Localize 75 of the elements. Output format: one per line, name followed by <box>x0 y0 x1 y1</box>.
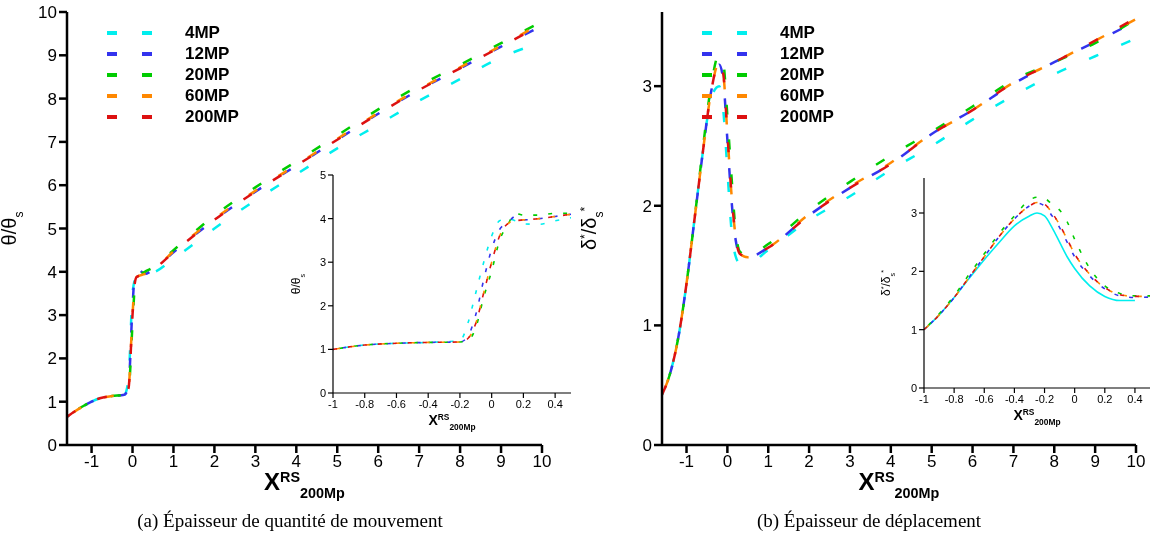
x-tick-label: -0.8 <box>355 397 375 410</box>
x-tick-label: 5 <box>926 452 937 472</box>
y-tick-label: 4 <box>319 212 326 225</box>
y-tick-label: 2 <box>910 265 917 278</box>
legend-label: 60MP <box>185 85 230 106</box>
x-tick-label: -1 <box>919 392 929 405</box>
x-tick-label: 0 <box>722 452 733 472</box>
y-tick-label: 0 <box>910 381 917 394</box>
y-tick-label: 3 <box>910 206 917 219</box>
x-tick-label: 2 <box>209 452 220 472</box>
x-tick-label: 4 <box>291 452 302 472</box>
y-tick-label: 7 <box>47 132 57 152</box>
x-tick-label: 10 <box>532 452 552 472</box>
x-tick-label: -0.2 <box>450 397 470 410</box>
x-tick-label: -1 <box>84 452 100 472</box>
legend-label: 12MP <box>780 43 825 64</box>
text: (a) Épaisseur de quantité de mouvement <box>136 510 444 532</box>
x-tick-label: 7 <box>1008 452 1019 472</box>
y-tick-label: 3 <box>47 306 57 326</box>
x-tick-label: 0.4 <box>547 397 563 410</box>
x-tick-label: 6 <box>373 452 383 472</box>
y-tick-label: 1 <box>319 343 326 356</box>
y-tick-label: 0 <box>642 436 652 456</box>
legend-label: 200MP <box>185 106 239 127</box>
legend-label: 60MP <box>780 85 825 106</box>
x-tick-label: -0.4 <box>1004 392 1024 405</box>
x-tick-label: -1 <box>328 397 338 410</box>
x-tick-label: 8 <box>455 452 465 472</box>
x-tick-label: 2 <box>804 452 814 472</box>
x-tick-label: 0 <box>127 452 138 472</box>
y-tick-label: 5 <box>47 219 57 239</box>
y-tick-label: 1 <box>642 316 652 336</box>
y-tick-label: 6 <box>47 176 57 196</box>
legend-label: 20MP <box>185 64 230 85</box>
x-tick-label: 10 <box>1126 452 1146 472</box>
x-tick-label: 0 <box>488 397 495 410</box>
x-tick-label: -1 <box>678 452 695 472</box>
x-tick-label: 0.2 <box>515 397 532 410</box>
x-tick-label: -0.6 <box>974 392 994 405</box>
x-tick-label: 1 <box>168 452 179 472</box>
x-tick-label: 9 <box>1090 452 1100 472</box>
y-tick-label: 2 <box>642 196 652 216</box>
x-tick-label: -0.2 <box>1035 392 1055 405</box>
y-tick-label: 2 <box>47 349 57 369</box>
x-tick-label: 4 <box>886 452 896 472</box>
y-tick-label: 10 <box>38 3 57 23</box>
x-tick-label: 9 <box>496 452 506 472</box>
y-tick-label: 2 <box>319 299 326 312</box>
x-tick-label: 6 <box>967 452 978 472</box>
x-tick-label: -0.6 <box>386 397 406 410</box>
legend-label: 200MP <box>780 106 834 127</box>
x-tick-label: 1 <box>763 452 773 472</box>
legend-label: 4MP <box>185 22 220 43</box>
x-tick-label: 7 <box>414 452 424 472</box>
y-tick-label: 3 <box>642 77 652 97</box>
legend-label: 4MP <box>780 22 815 43</box>
legend-label: 12MP <box>185 43 230 64</box>
x-tick-label: 8 <box>1049 452 1060 472</box>
y-tick-label: 1 <box>910 323 917 336</box>
y-tick-label: 4 <box>47 262 57 282</box>
x-tick-label: 5 <box>332 452 342 472</box>
x-tick-label: -0.8 <box>944 392 964 405</box>
x-tick-label: 3 <box>250 452 261 472</box>
y-tick-label: 5 <box>319 168 326 181</box>
legend-label: 20MP <box>780 64 825 85</box>
x-tick-label: 0 <box>1071 392 1078 405</box>
x-tick-label: 0.4 <box>1127 392 1143 405</box>
y-tick-label: 3 <box>319 256 326 269</box>
y-tick-label: 9 <box>47 46 57 66</box>
text: (b) Épaisseur de déplacement <box>755 510 983 532</box>
x-tick-label: -0.4 <box>418 397 438 410</box>
x-tick-label: 3 <box>845 452 855 472</box>
y-tick-label: 0 <box>47 436 57 456</box>
x-tick-label: 0.2 <box>1097 392 1113 405</box>
y-tick-label: 8 <box>47 89 57 109</box>
